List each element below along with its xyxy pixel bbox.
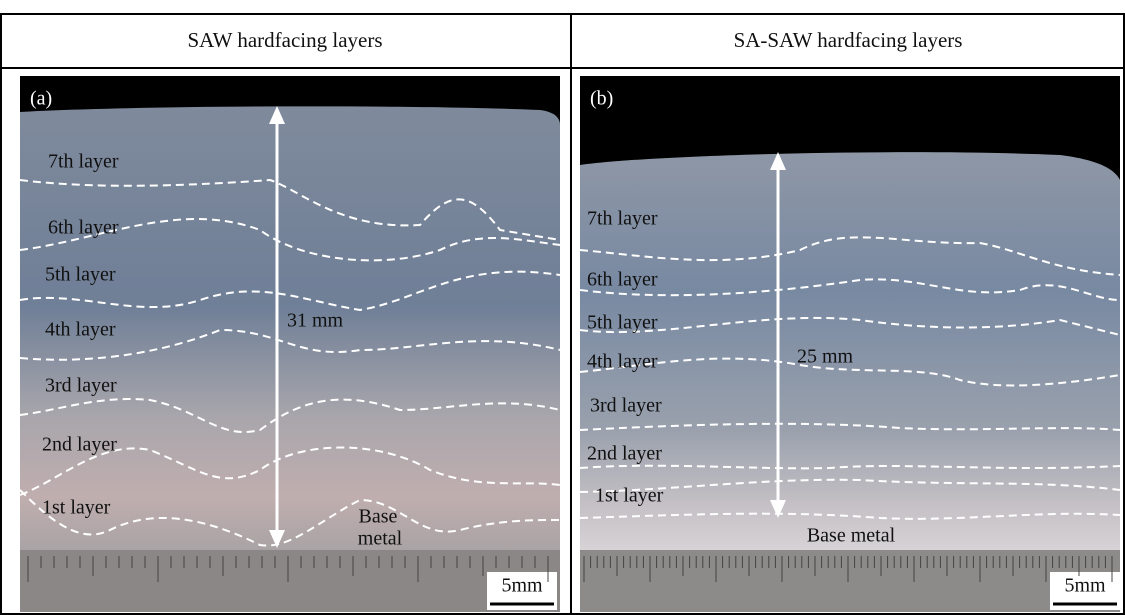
layer-label: 6th layer [48,217,119,239]
layer-label: 6th layer [587,269,658,291]
scale-label: 5mm [1064,575,1106,597]
base-label: Base metal [807,525,896,547]
layer-label: 2nd layer [587,443,662,465]
scale-label: 5mm [501,575,543,597]
base-label: metal [358,528,403,550]
panel-label: (b) [590,88,613,110]
layer-label: 5th layer [587,312,658,334]
base-label: Base [359,506,398,528]
layer-label: 1st layer [42,497,111,519]
layer-label: 3rd layer [590,395,662,417]
figure: SAW hardfacing layers SA-SAW hardfacing … [0,0,1125,615]
layer-label: 1st layer [595,485,664,507]
panel-label: (a) [30,88,52,110]
height-label: 25 mm [797,346,854,368]
header-right: SA-SAW hardfacing layers [734,28,963,52]
height-label: 31 mm [287,310,344,332]
panel-a: (a) 31 mm Base metal 5mm 7th layer 6th la… [20,76,560,612]
layer-label: 4th layer [587,351,658,373]
panel-b: (b) 25 mm Base metal 5mm 7th layer 6th la… [580,76,1120,612]
layer-label: 7th layer [48,151,119,173]
layer-label: 4th layer [45,319,116,341]
layer-label: 3rd layer [45,375,117,397]
layer-label: 7th layer [587,208,658,230]
layer-label: 5th layer [45,264,116,286]
ruler [20,550,560,612]
header-left: SAW hardfacing layers [187,28,382,52]
layer-label: 2nd layer [42,434,117,456]
